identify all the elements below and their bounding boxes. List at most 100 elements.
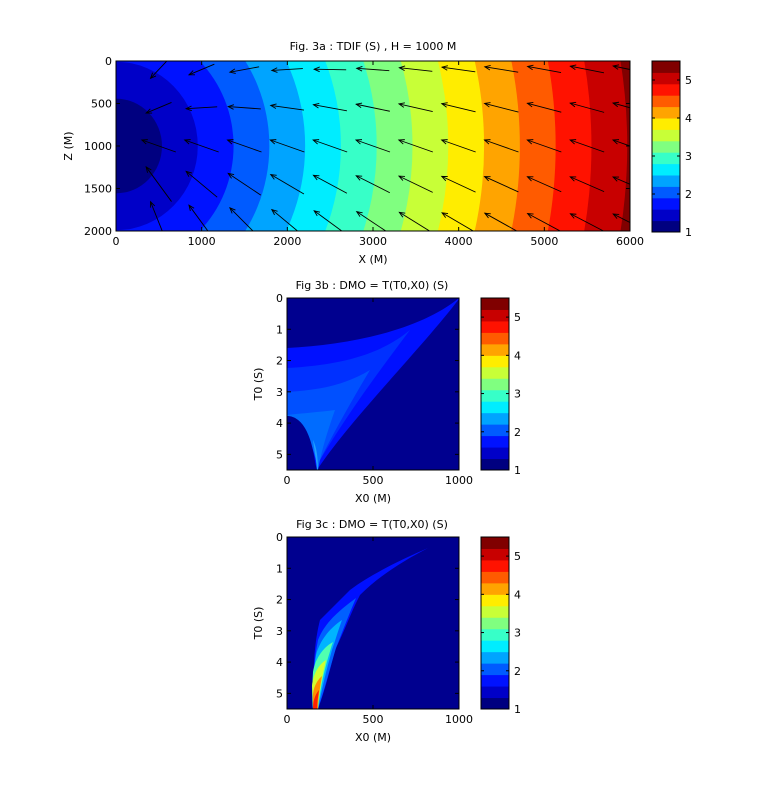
colorbar-tick-label: 4 [685,112,692,125]
colorbar-frame [480,297,510,471]
quiver-arrowhead [270,67,278,73]
quiver-arrowhead [313,66,320,73]
quiver-arrow [442,66,476,73]
quiver-arrow [527,176,562,193]
y-tick-label: 0 [276,292,283,305]
quiver-arrow [527,102,562,113]
colorbar-segment [652,220,680,233]
y-axis-label: T0 (S) [252,607,265,641]
quiver-arrow [356,103,390,112]
colorbar-segment [652,83,680,96]
colorbar-segment [481,582,509,595]
quiver-arrow [271,209,299,231]
y-tick-label: 4 [276,656,283,669]
y-tick-label: 3 [276,386,283,399]
quiver-arrowhead [228,68,236,74]
quiver-arrow [612,213,630,224]
quiver-arrow [150,201,163,231]
colorbar-tick-label: 1 [685,226,692,239]
quiver-arrow [355,139,391,153]
quiver-arrowhead [312,102,320,109]
y-tick-label: 500 [91,98,112,111]
y-tick-label: 2 [276,594,283,607]
chart-title: Fig 3b : DMO = T(T0,X0) (S) [296,279,449,292]
x-axis-label: X0 (M) [355,492,391,505]
colorbar-segment [481,298,509,310]
quiver-arrowhead [227,104,235,110]
y-tick-label: 2 [276,355,283,368]
quiver-arrow [184,139,219,153]
quiver-arrow [484,66,519,73]
quiver-arrowhead [355,65,363,72]
quiver-arrowhead [397,102,405,108]
x-axis-label: X0 (M) [355,731,391,744]
quiver-arrow [185,170,218,198]
quiver-arrowhead [526,64,534,71]
y-tick-label: 2000 [84,225,112,238]
colorbar: 1 2 3 4 5 [480,297,521,477]
quiver-arrowhead [229,206,236,214]
quiver-arrows [140,61,630,231]
quiver-arrow [229,207,254,231]
colorbar-segment [481,697,509,710]
quiver-arrowhead [355,175,363,181]
quiver-arrow [355,175,391,194]
y-tick-label: 5 [276,448,283,461]
colorbar-segment [481,412,509,425]
colorbar-segment [652,175,680,187]
quiver-arrow [313,210,343,231]
colorbar-segment [481,617,509,630]
quiver-arrowhead [483,102,491,108]
quiver-arrow [527,139,562,153]
quiver-arrow [570,65,605,74]
contour-field [116,61,630,231]
colorbar-tick-label: 5 [685,74,692,87]
quiver-arrow [228,106,261,110]
x-tick-label: 500 [363,713,384,726]
quiver-arrow [570,139,605,153]
quiver-arrow [441,103,476,113]
x-tick-label: 4000 [445,235,473,248]
x-tick-label: 0 [284,713,291,726]
quiver-arrow [612,176,630,185]
quiver-arrowhead [483,176,491,182]
colorbar-segment [481,663,509,676]
quiver-arrowhead [526,212,534,219]
quiver-arrow [313,174,348,194]
quiver-arrow [612,139,630,147]
x-tick-label: 5000 [530,235,558,248]
quiver-arrowhead [227,172,235,179]
quiver-arrow [398,139,433,153]
colorbar-tick-label: 5 [514,550,521,563]
colorbar-segment [481,548,509,561]
quiver-arrowhead [440,102,448,108]
quiver-arrow [141,139,176,153]
colorbar-segment [481,343,509,356]
quiver-arrowhead [149,200,156,208]
colorbar-segment [481,594,509,607]
axes: 0 1000 2000 3000 4000 5000 6000 0 500 1000 1500 200… [84,55,644,248]
colorbar-frame [651,60,681,233]
region-level-3-5 [313,440,318,470]
quiver-arrowhead [187,70,195,76]
quiver-arrow [399,67,433,72]
quiver-arrow [356,67,390,72]
colorbar-tick-label: 2 [685,188,692,201]
quiver-arrowhead [397,139,405,145]
quiver-arrow [186,106,218,110]
y-tick-label: 3 [276,625,283,638]
quiver-arrowhead [313,210,321,217]
quiver-arrow [356,211,387,231]
quiver-arrow [270,174,305,195]
quiver-arrowhead [569,64,577,70]
quiver-arrowhead [269,139,277,145]
colorbar-segment [481,366,509,379]
quiver-arrowhead [569,139,577,145]
quiver-arrowhead [226,139,234,145]
quiver-arrowhead [440,65,448,71]
colorbar-tick-label: 2 [514,426,521,439]
region-lobe [287,416,316,470]
y-tick-label: 1 [276,323,283,336]
quiver-arrowhead [398,211,406,218]
quiver-arrow [145,166,172,202]
